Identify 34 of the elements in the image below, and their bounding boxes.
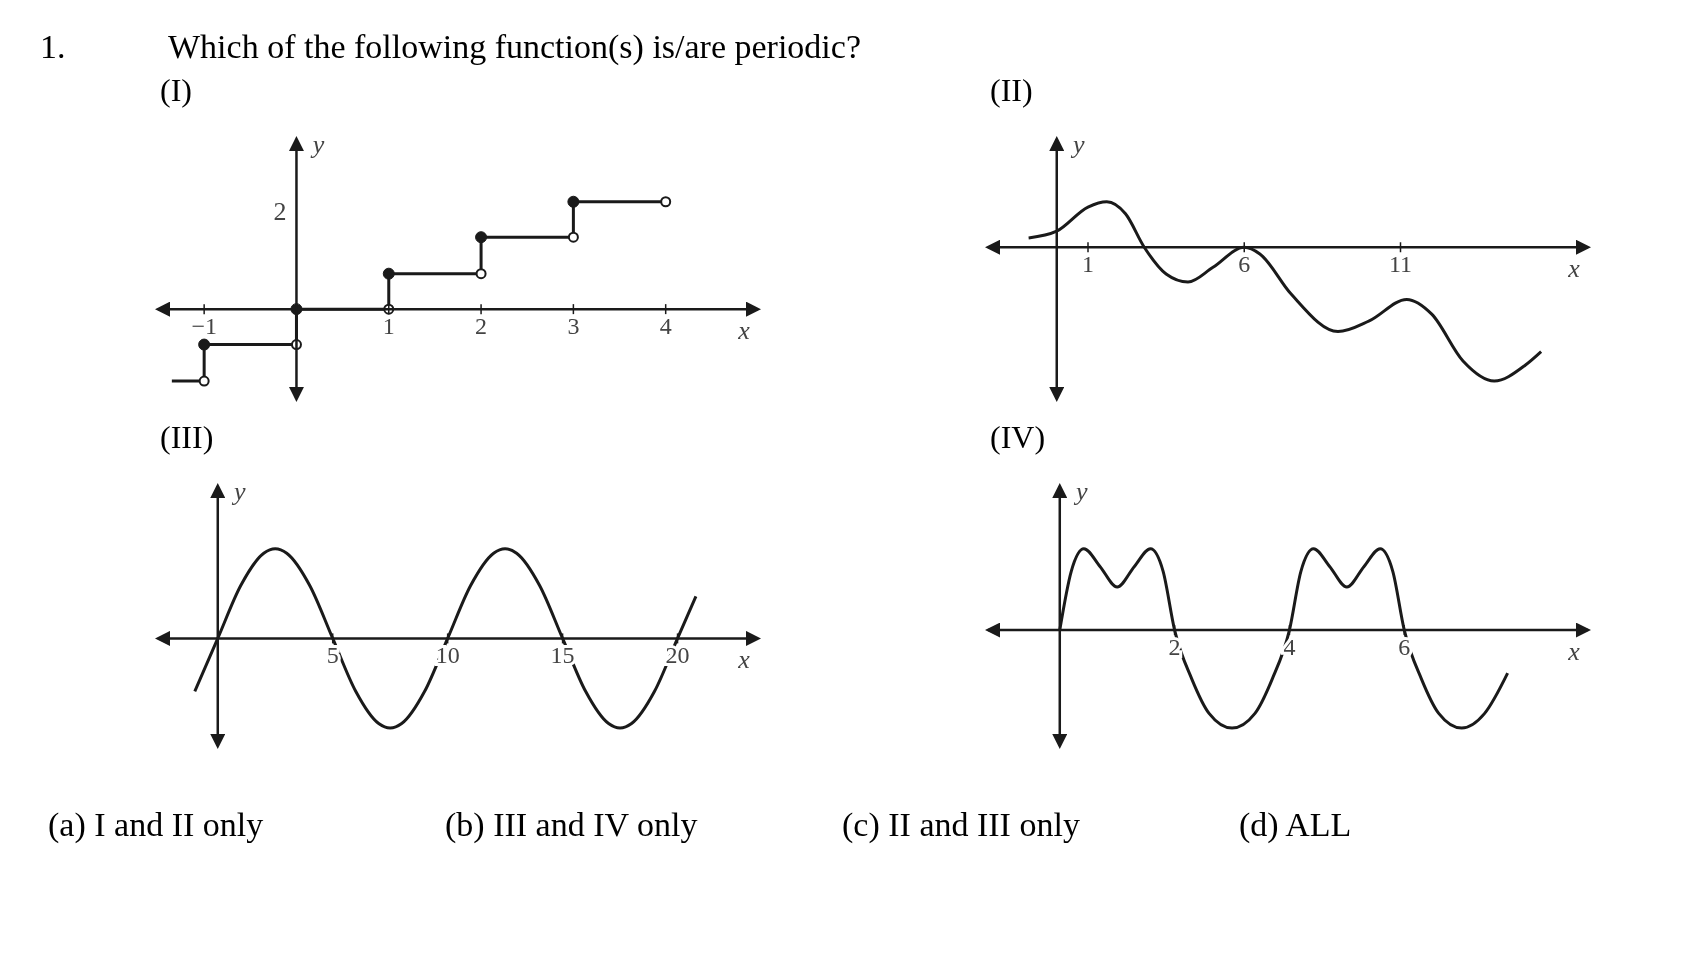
point (198, 338, 211, 351)
x-tick-label: 5 (326, 642, 339, 669)
point (475, 231, 488, 244)
chart-title: (III) (160, 419, 215, 456)
x-tick-label: 3 (567, 313, 580, 340)
y-axis-title: y (1073, 477, 1088, 506)
y-axis-title: y (231, 477, 246, 506)
chart-title: (IV) (990, 419, 1047, 456)
text: (c) II and III only (842, 806, 1081, 844)
x-tick-label: −1 (191, 313, 217, 340)
x-axis-title: x (737, 645, 751, 675)
x-tick-label: 2 (475, 313, 488, 340)
point (382, 267, 395, 280)
chart-title: (II) (990, 72, 1034, 109)
x-tick-label: 4 (1283, 634, 1296, 661)
text: (d) ALL (1239, 806, 1353, 844)
y-axis-title: y (1069, 130, 1085, 159)
x-axis-title: x (1567, 254, 1581, 284)
text: (a) I and II only (48, 806, 265, 844)
x-tick-label: 1 (1082, 251, 1094, 278)
x-tick-label: 1 (382, 313, 395, 340)
text: Which of the following function(s) is/are periodic? (168, 28, 861, 66)
x-tick-label: 2 (1168, 634, 1181, 661)
x-tick-label: 4 (659, 313, 672, 340)
x-tick-label: 6 (1238, 251, 1251, 278)
text: (b) III and IV only (445, 806, 699, 844)
annotation: 2 (273, 197, 287, 227)
chart-title: (I) (160, 72, 193, 109)
x-axis-title: x (737, 316, 751, 346)
text: 1. (40, 28, 67, 66)
point (567, 195, 580, 208)
x-tick-label: 11 (1388, 251, 1413, 278)
x-axis-title: x (1567, 637, 1581, 667)
y-axis-title: y (309, 130, 325, 159)
